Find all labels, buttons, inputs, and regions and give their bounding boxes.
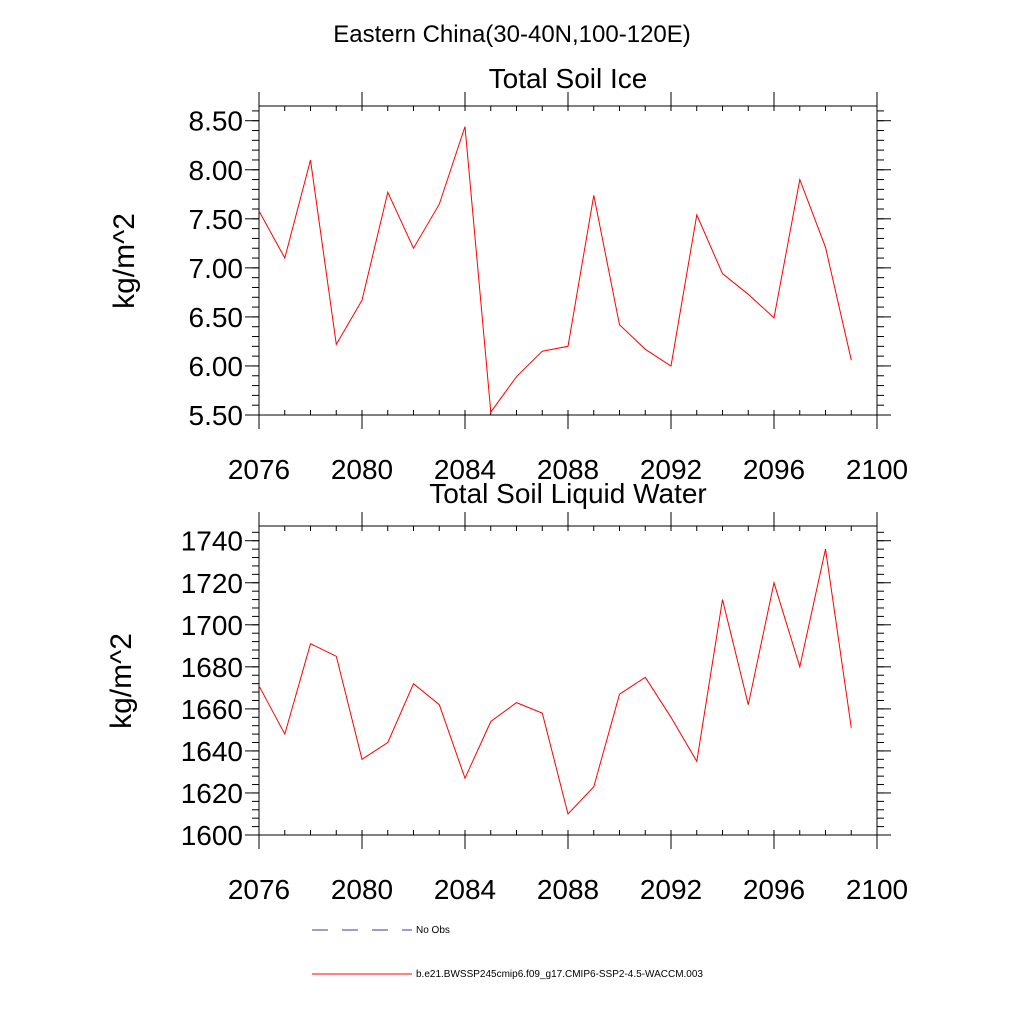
y-tick-label: 1700 — [181, 610, 243, 641]
y-tick-label: 1720 — [181, 568, 243, 599]
soil-liquid-water-panel: Total Soil Liquid Water kg/m^2 2076 2080 2… — [105, 478, 908, 905]
y-tick-label: 8.00 — [189, 155, 244, 186]
soil-ice-panel: Total Soil Ice kg/m^2 2076 2080 2084 2088 20… — [108, 63, 908, 485]
y-tick-label: 6.00 — [189, 351, 244, 382]
y-tick-label: 7.00 — [189, 253, 244, 284]
y-tick-label: 1680 — [181, 652, 243, 683]
y-tick-label: 1640 — [181, 736, 243, 767]
y-tick-label: 5.50 — [189, 400, 244, 431]
legend-no-obs-label: No Obs — [416, 925, 450, 936]
x-tick-label: 2100 — [846, 874, 908, 905]
legend: No Obs b.e21.BWSSP245cmip6.f09_g17.CMIP6… — [312, 925, 703, 980]
x-tick-label: 2076 — [228, 454, 290, 485]
y-tick-label: 6.50 — [189, 302, 244, 333]
x-tick-label: 2084 — [434, 454, 496, 485]
y-tick-label: 7.50 — [189, 204, 244, 235]
x-tick-label: 2076 — [228, 874, 290, 905]
y-tick-label: 1620 — [181, 778, 243, 809]
x-tick-label: 2092 — [640, 454, 702, 485]
x-tick-label: 2092 — [640, 874, 702, 905]
plot-frame — [258, 105, 878, 416]
soil-liquid-water-ylabel: kg/m^2 — [105, 633, 138, 729]
legend-model-label: b.e21.BWSSP245cmip6.f09_g17.CMIP6-SSP2-4… — [416, 969, 703, 980]
x-tick-label: 2088 — [537, 874, 599, 905]
soil-ice-series-line — [258, 126, 852, 414]
soil-liquid-water-title: Total Soil Liquid Water — [429, 478, 707, 509]
x-tick-label: 2088 — [537, 454, 599, 485]
x-tick-label: 2100 — [846, 454, 908, 485]
x-tick-label: 2080 — [331, 874, 393, 905]
soil-liquid-water-series-line — [258, 548, 852, 816]
soil-ice-title: Total Soil Ice — [489, 63, 648, 94]
y-tick-label: 1660 — [181, 694, 243, 725]
y-tick-label: 1740 — [181, 526, 243, 557]
x-tick-label: 2084 — [434, 874, 496, 905]
figure-suptitle: Eastern China(30-40N,100-120E) — [333, 21, 691, 48]
y-tick-label: 8.50 — [189, 106, 244, 137]
x-tick-label: 2096 — [743, 874, 805, 905]
soil-ice-ylabel: kg/m^2 — [108, 213, 141, 309]
y-tick-label: 1600 — [181, 820, 243, 851]
x-tick-label: 2096 — [743, 454, 805, 485]
plot-frame — [258, 525, 878, 836]
x-tick-label: 2080 — [331, 454, 393, 485]
